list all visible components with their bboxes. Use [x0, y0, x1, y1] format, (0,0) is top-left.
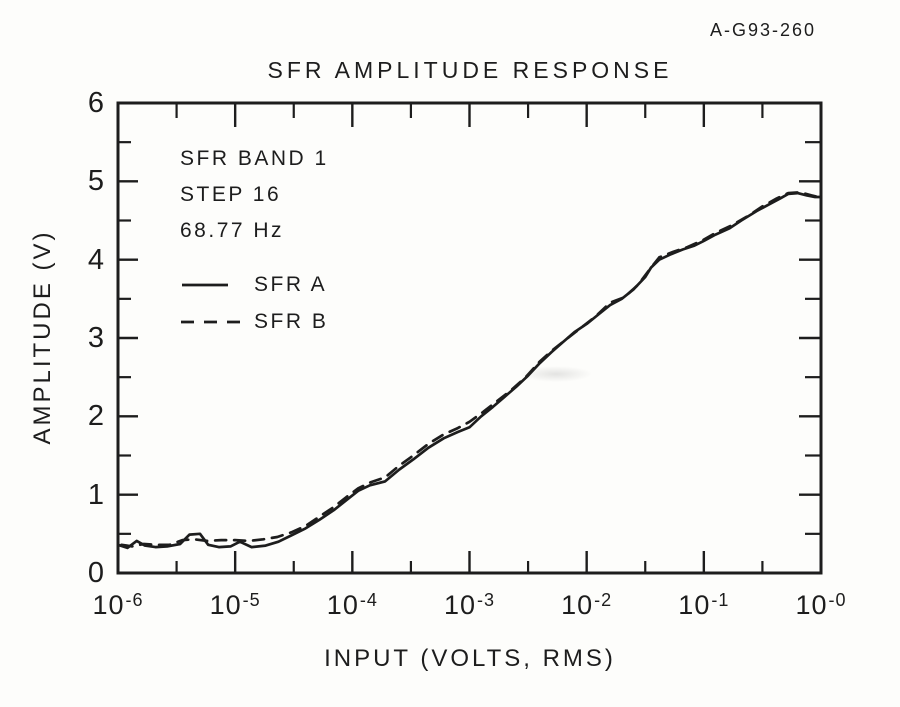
- figure-reference-number: A-G93-260: [709, 20, 816, 40]
- annotation-block: SFR BAND 1 STEP 16 68.77 Hz: [180, 141, 329, 249]
- legend-label-sfr-b: SFR B: [254, 309, 329, 333]
- plot-frame: [116, 101, 823, 575]
- y-tick-label-1: 1: [87, 478, 104, 511]
- y-tick-label-0: 0: [87, 557, 104, 589]
- y-tick-label-2: 2: [87, 400, 104, 433]
- x-tick-label-10e-1: 10-1: [678, 590, 730, 620]
- solid-line-sample-icon: [182, 283, 228, 286]
- scan-artifact: [520, 366, 592, 382]
- dashed-line-sample-icon: [181, 320, 242, 323]
- x-tick-label-10e-5: 10-5: [209, 590, 261, 620]
- y-tick-label-5: 5: [87, 165, 104, 198]
- annotation-band: SFR BAND 1: [180, 147, 329, 170]
- chart-title: SFR AMPLITUDE RESPONSE: [267, 57, 673, 83]
- annotation-frequency: 68.77 Hz: [180, 219, 285, 242]
- x-tick-label-10e-3: 10-3: [443, 590, 496, 620]
- x-tick-label-10e-6: 10-6: [92, 590, 144, 620]
- y-tick-label-3: 3: [87, 322, 104, 354]
- x-tick-label-10e-2: 10-2: [561, 590, 613, 620]
- legend: SFR A SFR B: [180, 266, 328, 340]
- series-sfr-a-curve: [116, 191, 823, 550]
- y-tick-label-6: 6: [87, 87, 104, 119]
- x-tick-label-10e-4: 10-4: [326, 590, 378, 620]
- x-tick-label-10e-0: 10-0: [795, 590, 847, 620]
- legend-entry-sfr-a: SFR A: [180, 266, 328, 303]
- legend-label-sfr-a: SFR A: [254, 272, 328, 296]
- series-sfr-b-curve: [120, 190, 823, 548]
- annotation-step: STEP 16: [180, 183, 282, 206]
- x-axis-title: INPUT (VOLTS, RMS): [324, 645, 616, 672]
- legend-entry-sfr-b: SFR B: [180, 303, 328, 340]
- y-tick-label-4: 4: [87, 243, 104, 276]
